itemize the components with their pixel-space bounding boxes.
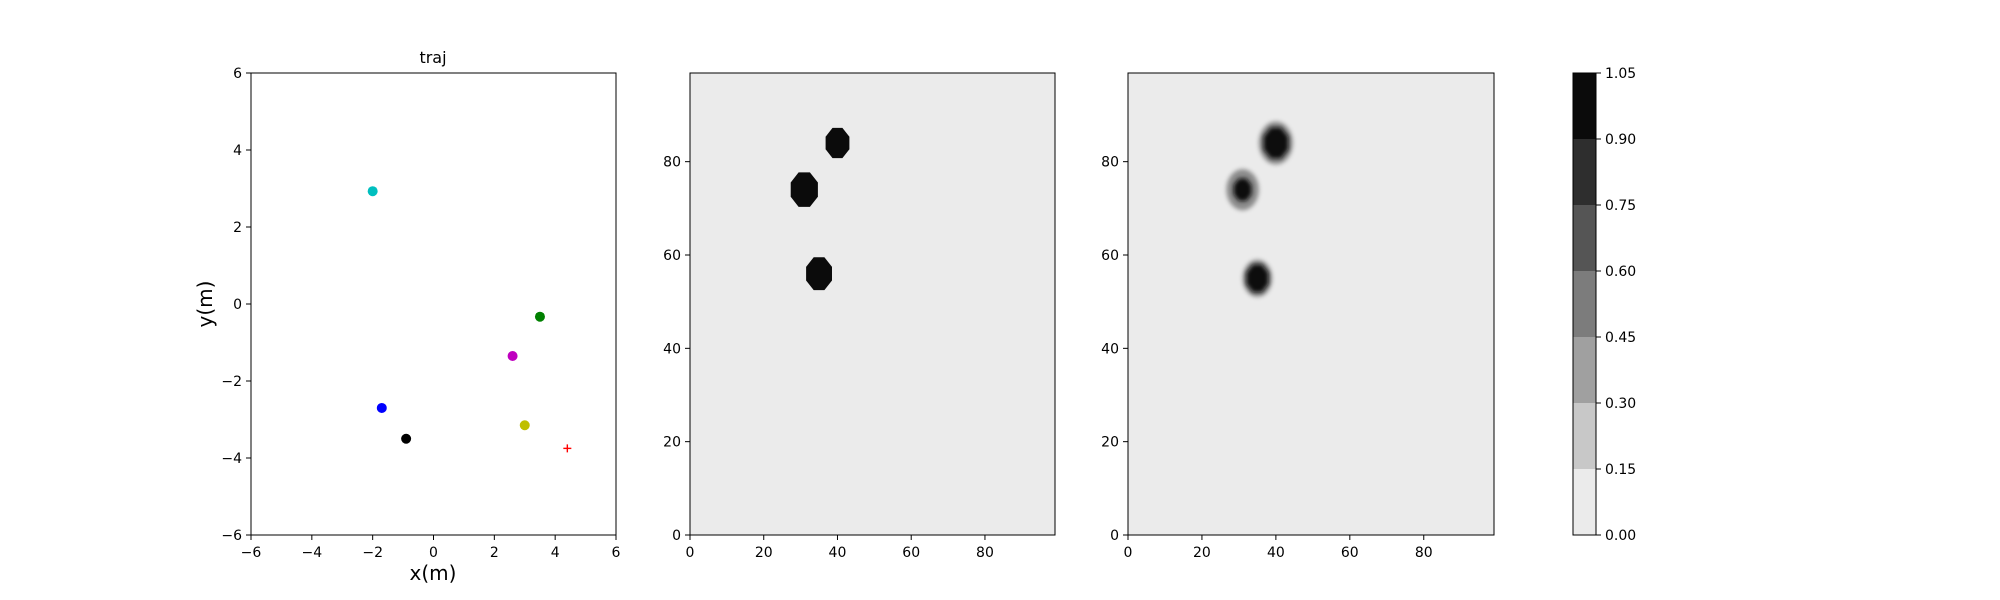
heatmap-2-x-tick-label: 60 xyxy=(1341,545,1359,561)
heatmap-2-x-ticks: 0 20 40 60 80 xyxy=(1124,535,1433,561)
traj-x-tick-label: 2 xyxy=(490,545,499,561)
traj-plot-area xyxy=(250,72,617,536)
traj-y-tick-label: 2 xyxy=(233,220,242,236)
traj-x-tick-label: −6 xyxy=(241,545,262,561)
heatmap-2-blob xyxy=(1233,178,1252,201)
heatmap-2-x-tick-label: 80 xyxy=(1415,545,1433,561)
colorbar-tick-label: 0.75 xyxy=(1605,198,1636,214)
colorbar-band xyxy=(1573,337,1596,403)
agent-point xyxy=(534,311,545,322)
heatmap-2-x-tick-label: 20 xyxy=(1193,545,1211,561)
heatmap-2-y-tick-label: 0 xyxy=(1110,528,1119,544)
traj-y-tick-label: 0 xyxy=(233,297,242,313)
heatmap-2-y-tick-label: 20 xyxy=(1101,435,1119,451)
traj-y-tick-label: −6 xyxy=(221,528,242,544)
agent-point xyxy=(367,186,378,197)
colorbar-tick-label: 0.90 xyxy=(1605,132,1636,148)
agent-point xyxy=(401,433,412,444)
colorbar-band xyxy=(1573,403,1596,469)
traj-x-tick-label: 6 xyxy=(612,545,621,561)
heatmap-1-y-tick-label: 80 xyxy=(663,155,681,171)
heatmap-1-blob xyxy=(790,172,818,207)
heatmap-2-y-tick-label: 60 xyxy=(1101,248,1119,264)
heatmap-2-y-tick-label: 40 xyxy=(1101,341,1119,357)
heatmap-2-plot-area xyxy=(1127,72,1495,536)
heatmap-1-plot-area xyxy=(689,72,1056,536)
traj-y-axis-label: y(m) xyxy=(193,281,217,328)
heatmap-plot-1: 0 20 40 60 80 0 20 40 60 80 xyxy=(663,72,1056,561)
colorbar-band xyxy=(1573,469,1596,535)
colorbar-tick-label: 0.00 xyxy=(1605,528,1636,544)
heatmap-2-x-tick-label: 0 xyxy=(1124,545,1133,561)
heatmap-1-y-tick-label: 60 xyxy=(663,248,681,264)
heatmap-2-x-tick-label: 40 xyxy=(1267,545,1285,561)
heatmap-1-y-tick-label: 0 xyxy=(672,528,681,544)
heatmap-plot-2: 0 20 40 60 80 0 20 40 60 80 xyxy=(1101,72,1495,561)
traj-y-ticks: −6 −4 −2 0 2 4 6 xyxy=(221,66,251,544)
heatmap-2-frame xyxy=(1127,72,1495,536)
goal-marker xyxy=(563,444,572,453)
heatmap-1-x-tick-label: 80 xyxy=(976,545,994,561)
colorbar-band xyxy=(1573,205,1596,271)
heatmap-1-x-ticks: 0 20 40 60 80 xyxy=(686,535,994,561)
colorbar-band xyxy=(1573,73,1596,139)
traj-x-ticks: −6 −4 −2 0 2 4 6 xyxy=(241,535,621,561)
colorbar-tick-label: 1.05 xyxy=(1605,66,1636,82)
traj-x-axis-label: x(m) xyxy=(410,561,457,585)
traj-x-tick-label: 4 xyxy=(551,545,560,561)
heatmap-1-y-tick-label: 20 xyxy=(663,435,681,451)
heatmap-2-blob xyxy=(1246,264,1269,293)
colorbar-tick-label: 0.30 xyxy=(1605,396,1636,412)
colorbar-band xyxy=(1573,271,1596,337)
traj-y-tick-label: 4 xyxy=(233,143,242,159)
traj-y-tick-label: 6 xyxy=(233,66,242,82)
heatmap-2-y-ticks: 0 20 40 60 80 xyxy=(1101,155,1128,544)
colorbar-tick-label: 0.60 xyxy=(1605,264,1636,280)
colorbar-bands xyxy=(1573,73,1596,535)
heatmap-1-x-tick-label: 60 xyxy=(902,545,920,561)
traj-y-tick-label: −4 xyxy=(221,451,242,467)
colorbar-band xyxy=(1573,139,1596,205)
traj-x-tick-label: −4 xyxy=(302,545,323,561)
traj-y-tick-label: −2 xyxy=(221,374,242,390)
traj-points xyxy=(367,186,572,453)
colorbar-tick-label: 0.15 xyxy=(1605,462,1636,478)
agent-point xyxy=(519,420,530,431)
heatmap-2-blob xyxy=(1263,127,1289,159)
heatmap-1-y-ticks: 0 20 40 60 80 xyxy=(663,155,690,544)
heatmap-1-blob xyxy=(806,257,832,291)
heatmap-1-blobs xyxy=(790,127,850,291)
colorbar: 0.00 0.15 0.30 0.45 0.60 0.75 0.90 1.05 xyxy=(1572,66,1636,544)
agent-point xyxy=(507,350,518,361)
heatmap-2-blobs xyxy=(1226,121,1293,298)
colorbar-frame xyxy=(1572,72,1597,536)
agent-point xyxy=(376,402,387,413)
traj-title: traj xyxy=(419,48,446,67)
heatmap-1-frame xyxy=(689,72,1056,536)
traj-x-tick-label: −2 xyxy=(362,545,383,561)
heatmap-1-y-tick-label: 40 xyxy=(663,341,681,357)
heatmap-2-y-tick-label: 80 xyxy=(1101,155,1119,171)
heatmap-1-x-tick-label: 0 xyxy=(686,545,695,561)
colorbar-tick-label: 0.45 xyxy=(1605,330,1636,346)
heatmap-1-x-tick-label: 20 xyxy=(755,545,773,561)
heatmap-1-blob xyxy=(825,127,850,159)
trajectory-plot: traj −6 −4 −2 0 2 4 6 −6 −4 −2 0 2 4 6 x(m) y(m) xyxy=(193,48,621,585)
heatmap-1-x-tick-label: 40 xyxy=(829,545,847,561)
traj-x-tick-label: 0 xyxy=(429,545,438,561)
colorbar-ticks: 0.00 0.15 0.30 0.45 0.60 0.75 0.90 1.05 xyxy=(1596,66,1636,544)
